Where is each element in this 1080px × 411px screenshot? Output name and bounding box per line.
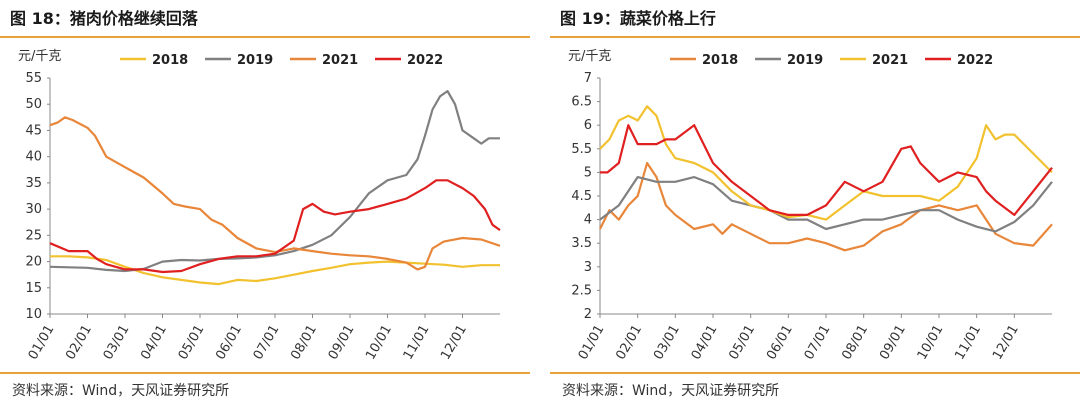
x-tick-label: 05/01 (176, 323, 208, 363)
x-tick-label: 10/01 (915, 323, 947, 363)
x-tick-label: 03/01 (651, 323, 683, 363)
y-tick-label: 7 (584, 71, 592, 86)
x-tick-label: 03/01 (101, 323, 133, 363)
legend-label-2022: 2022 (957, 53, 993, 68)
y-tick-label: 30 (25, 202, 42, 217)
x-tick-label: 01/01 (576, 323, 608, 363)
x-tick-label: 09/01 (326, 323, 358, 363)
x-tick-label: 06/01 (213, 323, 245, 363)
x-tick-label: 09/01 (877, 323, 909, 363)
y-tick-label: 10 (25, 307, 42, 322)
chart-panel-pork: 图 18：猪肉价格继续回落 元/千克 10 15 20 25 30 35 40 45 50 55 01… (0, 0, 530, 411)
source-divider (550, 372, 1080, 374)
legend-label-2018: 2018 (702, 53, 738, 68)
series-line-2022 (49, 179, 501, 274)
x-tick-label: 02/01 (63, 323, 95, 363)
y-axis-unit: 元/千克 (18, 49, 61, 64)
x-tick-label: 07/01 (251, 323, 283, 363)
y-tick-label: 6 (584, 118, 592, 133)
y-tick-label: 3 (584, 260, 592, 275)
chart-panel-vegetable: 图 19：蔬菜价格上行 元/千克 2 2.5 3 3.5 4 4.5 5 5.5 6 6.5 7 01/… (550, 0, 1080, 411)
y-tick-label: 50 (25, 97, 42, 112)
y-tick-label: 55 (25, 71, 42, 86)
series-line-2018 (599, 161, 1053, 252)
legend-label-2021: 2021 (322, 53, 358, 68)
legend-label-2022: 2022 (407, 53, 443, 68)
x-tick-label: 11/01 (401, 323, 433, 363)
series-line-2021 (49, 116, 501, 271)
series-line-2021 (599, 105, 1053, 221)
x-tick-label: 08/01 (839, 323, 871, 363)
series-line-2019 (599, 176, 1053, 233)
series-line-2019 (49, 89, 500, 273)
x-tick-label: 12/01 (990, 323, 1022, 363)
title-divider (0, 36, 530, 38)
source-note: 资料来源：Wind，天风证券研究所 (562, 383, 780, 399)
y-tick-label: 5 (584, 165, 592, 180)
y-tick-label: 20 (25, 255, 42, 270)
y-tick-label: 4 (584, 213, 592, 228)
legend-label-2018: 2018 (152, 53, 188, 68)
x-tick-label: 05/01 (726, 323, 758, 363)
chart-title: 图 19：蔬菜价格上行 (560, 9, 716, 28)
legend-label-2019: 2019 (237, 53, 273, 68)
series-line-2018 (50, 255, 500, 286)
y-tick-label: 40 (25, 150, 42, 165)
x-tick-label: 04/01 (689, 323, 721, 363)
x-tick-label: 12/01 (438, 323, 470, 363)
legend-label-2019: 2019 (787, 53, 823, 68)
y-tick-label: 2 (584, 307, 592, 322)
y-tick-label: 2.5 (571, 283, 592, 298)
y-tick-label: 35 (25, 176, 42, 191)
chart-title: 图 18：猪肉价格继续回落 (10, 9, 198, 28)
legend-label-2021: 2021 (872, 53, 908, 68)
source-divider (0, 372, 530, 374)
y-tick-label: 6.5 (571, 95, 592, 110)
vegetable-price-line-chart: 元/千克 2 2.5 3 3.5 4 4.5 5 5.5 6 6.5 7 01/01 02/01 03/01… (568, 49, 1053, 363)
source-note: 资料来源：Wind，天风证券研究所 (12, 383, 230, 399)
x-tick-label: 11/01 (952, 323, 984, 363)
x-tick-label: 01/01 (26, 323, 58, 363)
x-tick-label: 02/01 (613, 323, 645, 363)
y-tick-label: 5.5 (571, 142, 592, 157)
x-tick-label: 10/01 (363, 323, 395, 363)
x-tick-label: 06/01 (764, 323, 796, 363)
y-tick-label: 45 (25, 123, 42, 138)
y-tick-label: 3.5 (571, 236, 592, 251)
x-tick-label: 04/01 (138, 323, 170, 363)
title-divider (550, 36, 1080, 38)
y-axis-unit: 元/千克 (568, 49, 611, 64)
x-tick-label: 08/01 (288, 323, 320, 363)
y-tick-label: 15 (25, 281, 42, 296)
y-tick-label: 25 (25, 228, 42, 243)
x-tick-label: 07/01 (802, 323, 834, 363)
y-tick-label: 4.5 (571, 189, 592, 204)
series-line-2022 (600, 124, 1053, 216)
